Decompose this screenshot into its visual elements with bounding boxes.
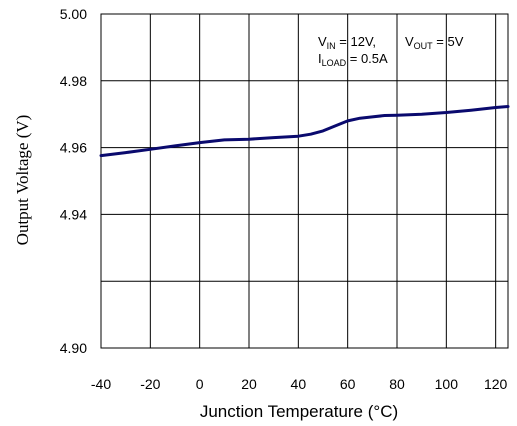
y-tick-label: 5.00 xyxy=(60,6,87,22)
vin-symbol: V xyxy=(318,34,327,49)
vin-value: = 12V, xyxy=(336,34,376,49)
svg-text:VOUT = 5V: VOUT = 5V xyxy=(405,34,464,51)
vout-subscript: OUT xyxy=(414,41,434,51)
vout-symbol: V xyxy=(405,34,414,49)
grid xyxy=(100,13,508,349)
svg-text:VIN = 12V,: VIN = 12V, xyxy=(318,34,376,51)
y-tick-labels: 4.90 4.94 4.96 4.98 5.00 xyxy=(60,6,87,356)
x-tick-label: 60 xyxy=(340,376,356,392)
x-tick-label: 0 xyxy=(196,376,204,392)
svg-text:ILOAD = 0.5A: ILOAD = 0.5A xyxy=(318,51,388,68)
x-axis-title: Junction Temperature (°C) xyxy=(200,402,398,421)
vout-value: = 5V xyxy=(433,34,464,49)
x-tick-labels: -40 -20 0 20 40 60 80 100 120 xyxy=(91,376,508,392)
x-tick-label: 20 xyxy=(241,376,257,392)
y-tick-label: 4.98 xyxy=(60,73,87,89)
x-tick-label: 80 xyxy=(389,376,405,392)
iload-subscript: LOAD xyxy=(322,58,347,68)
iload-symbol: I xyxy=(318,51,322,66)
plot-frame xyxy=(100,13,509,349)
conditions-annotation: VIN = 12V, VOUT = 5V ILOAD = 0.5A xyxy=(318,34,464,68)
vin-subscript: IN xyxy=(327,41,336,51)
x-tick-label: 40 xyxy=(291,376,307,392)
y-axis-title: Output Voltage (V) xyxy=(13,115,32,246)
series-line xyxy=(99,105,510,158)
x-tick-label: 100 xyxy=(435,376,459,392)
iload-value: = 0.5A xyxy=(346,51,388,66)
y-tick-label: 4.90 xyxy=(60,340,87,356)
x-tick-label: -40 xyxy=(91,376,111,392)
x-tick-label: 120 xyxy=(484,376,508,392)
y-tick-label: 4.96 xyxy=(60,140,87,156)
x-tick-label: -20 xyxy=(140,376,160,392)
y-tick-label: 4.94 xyxy=(60,206,87,222)
